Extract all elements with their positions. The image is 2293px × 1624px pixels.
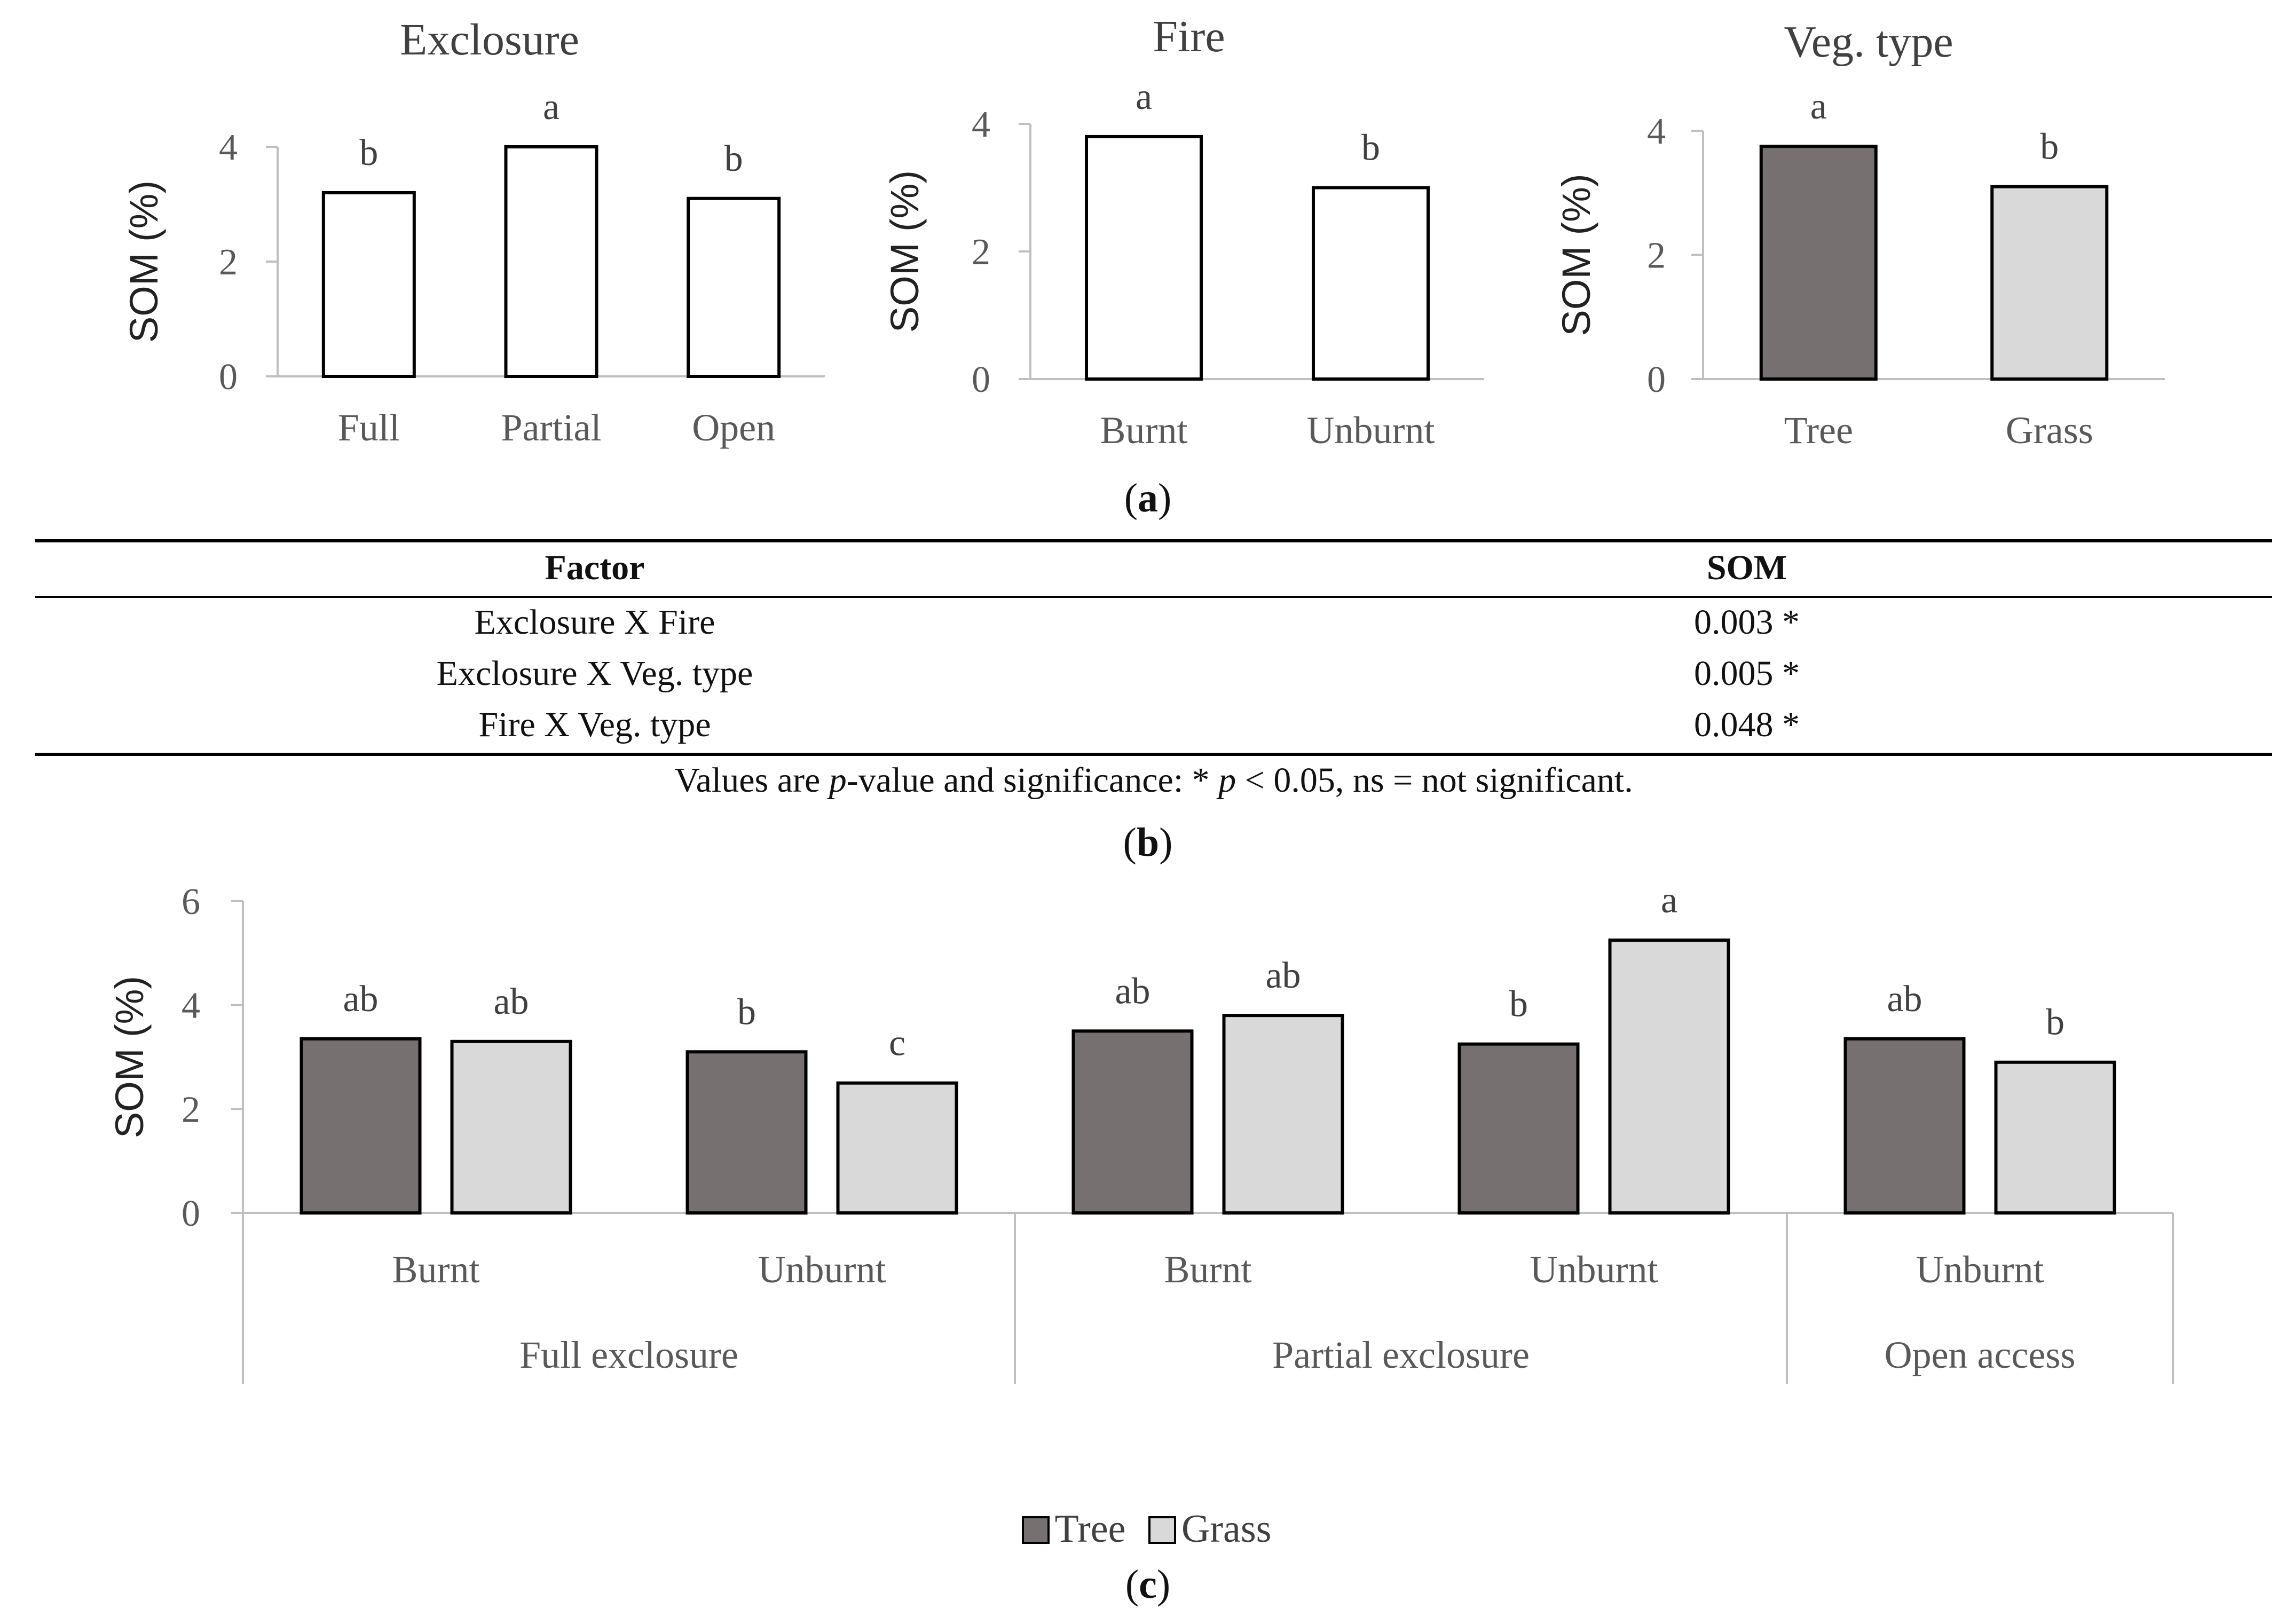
bar-grass bbox=[1994, 1060, 2116, 1215]
legend-swatch-tree bbox=[1021, 1516, 1050, 1544]
bar-tree bbox=[1843, 1037, 1966, 1215]
y-axis-label: SOM (%) bbox=[1554, 174, 1598, 336]
table-bottom-rule bbox=[35, 753, 2272, 756]
y-tick-label: 4 bbox=[182, 986, 200, 1027]
bar bbox=[687, 196, 781, 378]
chart-a3-title: Veg. type bbox=[1784, 17, 1953, 67]
bar-tree bbox=[685, 1050, 808, 1215]
bar bbox=[504, 145, 598, 378]
bar-grass bbox=[1222, 1014, 1344, 1215]
y-tick-label: 0 bbox=[219, 357, 238, 398]
x-tick-label: Grass bbox=[2006, 409, 2093, 452]
panel-a-label: (a) bbox=[1124, 476, 1172, 521]
bar-significance-letter: a bbox=[1661, 880, 1677, 921]
chart-a1-title: Exclosure bbox=[400, 15, 579, 65]
legend-swatch-grass bbox=[1148, 1516, 1176, 1544]
bar-tree bbox=[300, 1037, 422, 1215]
x-group-label: Partial exclosure bbox=[1272, 1334, 1530, 1376]
x-tick-label: Burnt bbox=[1100, 409, 1187, 452]
table-header-som: SOM bbox=[1706, 548, 1787, 587]
legend-item-grass: Grass bbox=[1148, 1507, 1271, 1552]
bar-significance-letter: ab bbox=[343, 979, 378, 1020]
y-tick-label: 2 bbox=[182, 1089, 200, 1130]
chart-a2-title: Fire bbox=[1153, 12, 1225, 61]
table-cell-som: 0.003 * bbox=[1694, 603, 1800, 642]
bar-significance-letter: ab bbox=[1887, 979, 1922, 1020]
x-tick-label: Unburnt bbox=[1307, 409, 1435, 452]
x-group-label: Full exclosure bbox=[519, 1334, 738, 1376]
bar-significance-letter: b bbox=[1361, 128, 1380, 169]
bar-significance-letter: b bbox=[724, 138, 743, 179]
bar-significance-letter: b bbox=[2046, 1002, 2065, 1043]
bar bbox=[1312, 186, 1430, 381]
bar-tree bbox=[1457, 1042, 1580, 1215]
y-axis-label: SOM (%) bbox=[122, 180, 166, 343]
x-tick-label: Tree bbox=[1784, 409, 1853, 452]
y-tick-label: 0 bbox=[1647, 359, 1666, 400]
bar-tree bbox=[1071, 1029, 1194, 1215]
bar-significance-letter: ab bbox=[1265, 955, 1301, 996]
table-cell-factor: Exclosure X Fire bbox=[474, 603, 715, 642]
table-header-rule bbox=[35, 596, 2272, 598]
x-subcategory-label: Unburnt bbox=[1530, 1248, 1658, 1291]
bar bbox=[321, 191, 416, 378]
table-row: Exclosure X Veg. type 0.005 * bbox=[35, 653, 2272, 705]
y-tick-label: 2 bbox=[972, 232, 990, 273]
bar-significance-letter: b bbox=[1509, 984, 1528, 1025]
x-tick-label: Full bbox=[338, 406, 400, 449]
bar-significance-letter: b bbox=[359, 132, 378, 174]
bar-grass bbox=[1608, 939, 1730, 1215]
table-header-factor: Factor bbox=[545, 548, 645, 587]
table-header-row: Factor SOM bbox=[35, 548, 2272, 599]
bar-significance-letter: ab bbox=[493, 981, 529, 1022]
bar-significance-letter: ab bbox=[1115, 971, 1150, 1012]
table-footnote: Values are p-value and significance: * p… bbox=[674, 761, 1633, 800]
bar-grass bbox=[450, 1039, 572, 1215]
table-row: Exclosure X Fire 0.003 * bbox=[35, 602, 2272, 653]
chart-legend: Tree Grass bbox=[0, 1507, 2293, 1552]
panel-c-label: (c) bbox=[1125, 1562, 1171, 1607]
y-tick-label: 2 bbox=[1647, 235, 1666, 277]
y-tick-label: 6 bbox=[182, 881, 200, 923]
bar-grass bbox=[836, 1081, 958, 1215]
bar-significance-letter: a bbox=[543, 86, 560, 128]
bar-significance-letter: b bbox=[2040, 127, 2059, 168]
bar-significance-letter: a bbox=[1136, 76, 1152, 117]
x-subcategory-label: Unburnt bbox=[758, 1248, 886, 1291]
table-cell-som: 0.005 * bbox=[1694, 654, 1800, 693]
bar-significance-letter: a bbox=[1810, 86, 1827, 127]
y-axis-label: SOM (%) bbox=[882, 170, 927, 333]
panel-b-label: (b) bbox=[1123, 820, 1173, 865]
x-subcategory-label: Burnt bbox=[392, 1248, 479, 1291]
table-cell-som: 0.048 * bbox=[1694, 705, 1800, 744]
y-tick-label: 0 bbox=[182, 1193, 200, 1234]
table-cell-factor: Exclosure X Veg. type bbox=[436, 654, 753, 693]
legend-item-tree: Tree bbox=[1021, 1507, 1125, 1552]
y-tick-label: 4 bbox=[1647, 111, 1666, 152]
table-cell-factor: Fire X Veg. type bbox=[478, 705, 711, 744]
y-axis-label: SOM (%) bbox=[107, 976, 152, 1138]
y-tick-label: 2 bbox=[219, 242, 238, 283]
bar bbox=[1759, 145, 1878, 381]
bar bbox=[1990, 185, 2109, 381]
bar bbox=[1085, 135, 1203, 381]
x-tick-label: Open bbox=[692, 406, 775, 449]
x-tick-label: Partial bbox=[501, 406, 602, 449]
bar-significance-letter: c bbox=[889, 1023, 905, 1064]
x-subcategory-label: Burnt bbox=[1164, 1248, 1251, 1291]
bar-significance-letter: b bbox=[737, 991, 756, 1032]
panel-a-charts: 0 2 4 SOM (%) b Full a Partial b Open 0 2 4 SOM (%) a B… bbox=[122, 76, 2165, 452]
x-group-label: Open access bbox=[1885, 1334, 2076, 1376]
x-subcategory-label: Unburnt bbox=[1916, 1248, 2044, 1291]
y-tick-label: 4 bbox=[219, 127, 238, 168]
y-tick-label: 0 bbox=[972, 359, 990, 400]
panel-c-chart: 0 2 4 6 SOM (%) ab ab b c ab ab b a ab b Burnt Unburnt Fu… bbox=[107, 880, 2174, 1384]
table-row: Fire X Veg. type 0.048 * bbox=[35, 705, 2272, 756]
table-top-rule bbox=[35, 539, 2272, 542]
y-tick-label: 4 bbox=[972, 104, 990, 145]
